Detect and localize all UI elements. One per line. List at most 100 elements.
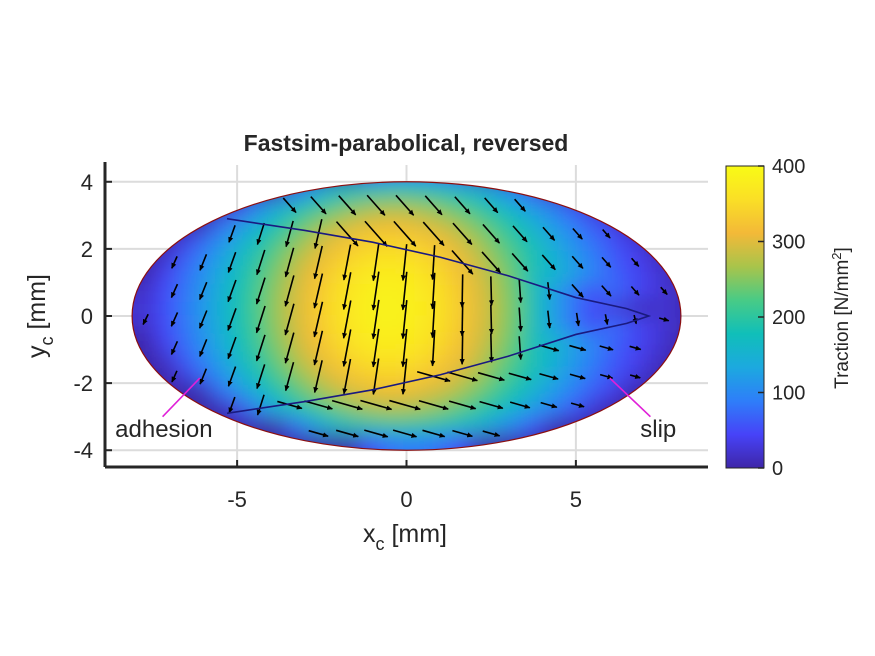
heat-cell [433, 232, 454, 250]
heat-cell [583, 467, 603, 485]
heat-cell [210, 265, 230, 284]
heat-cell [545, 299, 566, 317]
heat-cell [265, 232, 286, 250]
heat-cell [564, 383, 584, 401]
heat-cell [694, 299, 714, 317]
heat-cell [265, 399, 286, 418]
heat-cell [228, 265, 249, 284]
y-axis-label: yc [mm] [23, 274, 57, 358]
traction-arrow [393, 220, 417, 247]
heat-cell [452, 416, 472, 435]
heat-cell [414, 332, 435, 351]
heat-cell [470, 181, 491, 183]
traction-arrow [575, 312, 581, 327]
heat-cell [303, 265, 323, 284]
heat-cell [433, 181, 454, 200]
heat-cell [564, 433, 584, 451]
traction-arrow [170, 283, 179, 299]
heat-cell [284, 198, 305, 217]
heat-cell [675, 433, 681, 451]
traction-arrow [509, 401, 531, 409]
heat-cell [396, 316, 416, 334]
traction-arrow [447, 371, 478, 382]
colorbar-tick-label: 300 [772, 232, 805, 254]
heat-cell [247, 299, 267, 317]
heat-cell [322, 467, 342, 485]
heat-cell [247, 467, 267, 485]
heat-cell [132, 232, 137, 250]
heat-cell [601, 148, 621, 166]
heat-cell [583, 148, 603, 166]
heat-cell [340, 282, 361, 301]
heat-cell [98, 299, 118, 317]
heat-cell [340, 181, 361, 200]
traction-arrow [313, 273, 324, 309]
heat-cell [135, 349, 156, 368]
heat-cell [377, 215, 398, 234]
heat-cell [639, 131, 659, 149]
traction-arrow [313, 360, 323, 394]
traction-arrow [599, 373, 614, 380]
heat-cell [675, 181, 681, 200]
heat-cell [154, 148, 174, 166]
heat-cell [414, 383, 435, 401]
heat-cell [675, 416, 681, 435]
heat-cell [135, 148, 155, 166]
traction-vector-field [142, 194, 670, 438]
heat-cell [675, 181, 681, 183]
heat-cell [564, 316, 584, 334]
traction-arrow [142, 313, 149, 326]
heat-cell [508, 399, 528, 418]
heat-cell [265, 265, 286, 284]
heat-cell [210, 433, 230, 451]
annotations: adhesion slip [115, 377, 676, 443]
heat-cell [470, 248, 491, 267]
heat-cell [489, 316, 510, 334]
traction-arrow [632, 314, 638, 325]
heat-cell [489, 416, 510, 435]
traction-arrow [371, 299, 380, 340]
traction-arrow [255, 277, 266, 305]
heat-cell [377, 299, 398, 317]
heat-cell [135, 198, 156, 217]
traction-arrow [630, 285, 640, 296]
heat-cell [172, 198, 193, 217]
heat-cell [396, 215, 416, 234]
heat-cell [619, 215, 640, 234]
heat-cell [154, 349, 174, 368]
heat-cell [694, 366, 714, 384]
heat-cell [359, 366, 379, 385]
heat-cell [583, 450, 603, 468]
heat-cell [284, 181, 305, 200]
heat-cell [98, 282, 118, 300]
heat-cell [132, 349, 137, 368]
heat-cell [545, 215, 566, 234]
traction-arrow [284, 332, 295, 364]
heat-cell [694, 467, 714, 485]
heat-cell [638, 332, 659, 351]
heat-cell [303, 181, 323, 183]
heat-cell [377, 181, 398, 200]
heat-cell [545, 181, 566, 200]
heat-cell [657, 332, 677, 351]
heat-cell [452, 383, 472, 401]
heat-cell [340, 399, 361, 418]
heat-cell [132, 316, 137, 334]
heat-cell [172, 366, 193, 385]
heat-cell [470, 383, 491, 401]
heat-cell [415, 467, 435, 485]
heat-cell [545, 248, 566, 267]
heat-cell [619, 232, 640, 250]
heat-cell [657, 383, 677, 401]
heat-cell [154, 265, 174, 284]
heat-cell [191, 131, 211, 149]
heat-cell [675, 332, 681, 351]
heat-cell [265, 282, 286, 301]
heat-cell [601, 332, 621, 351]
heat-cell [98, 450, 118, 468]
heat-cell [526, 383, 547, 401]
traction-arrow [313, 330, 324, 366]
traction-arrow [277, 400, 303, 410]
traction-arrow [227, 251, 237, 274]
heat-cell [582, 181, 603, 200]
